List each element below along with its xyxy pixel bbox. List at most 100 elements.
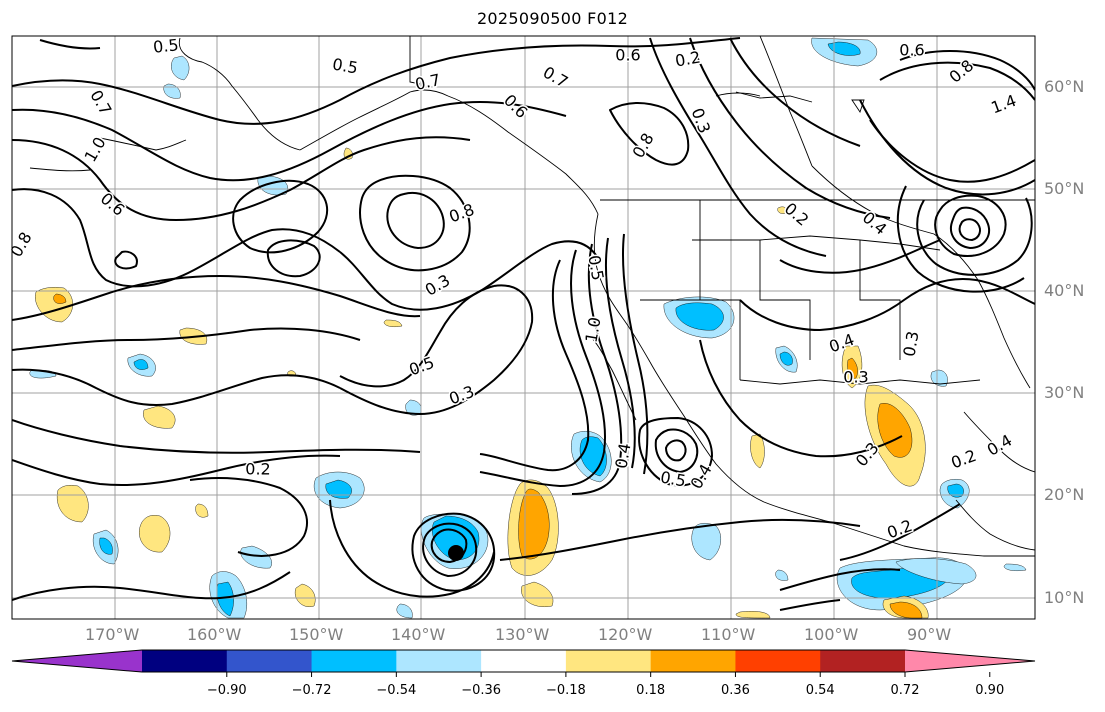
colorbar-segment xyxy=(820,650,906,672)
colorbar-tick-label: 0.90 xyxy=(975,683,1005,698)
contour-label: 0.3 xyxy=(899,330,922,358)
coastline-segment xyxy=(859,240,901,360)
colorbar-tick-label: 0.72 xyxy=(890,683,920,698)
contour-label: 0.3 xyxy=(422,271,454,300)
coastline-segment xyxy=(759,36,813,167)
coastline-segment xyxy=(933,233,1031,389)
coastline-segment xyxy=(649,361,831,523)
yellow-shade xyxy=(735,611,771,619)
coastline-segment xyxy=(589,335,637,421)
colorbar-tick-label: 0.54 xyxy=(805,683,835,698)
colorbar-tick-label: −0.18 xyxy=(545,683,586,698)
contour-line xyxy=(430,528,468,563)
yellow-shade xyxy=(294,583,316,607)
yellow-shade xyxy=(750,433,765,469)
orange-shade xyxy=(53,293,67,304)
contour-line xyxy=(665,439,687,462)
contour-label: 0.3 xyxy=(446,382,476,409)
colorbar-segment xyxy=(481,650,567,672)
colorbar xyxy=(11,649,1036,677)
colorbar-tick-label: −0.90 xyxy=(206,683,247,698)
colorbar-segment xyxy=(565,650,652,672)
contour-line xyxy=(779,599,841,611)
coastline-segment xyxy=(299,89,449,151)
contour-label: 0.4 xyxy=(611,442,634,470)
yellow-shade xyxy=(35,287,73,323)
contour-line xyxy=(12,327,361,351)
contour-line xyxy=(422,522,478,577)
coastline-segment xyxy=(955,499,1035,551)
colorbar-segment xyxy=(396,650,482,672)
contour-line xyxy=(189,477,308,557)
contour-line xyxy=(839,503,961,561)
blue-shade xyxy=(133,359,149,370)
storm-marker xyxy=(448,545,464,561)
light-blue-shade xyxy=(163,83,181,99)
contour-line xyxy=(699,339,903,458)
contour-line xyxy=(329,499,495,598)
contour-line xyxy=(266,239,321,278)
contour-label: 0.3 xyxy=(843,368,868,387)
blue-shade xyxy=(99,537,113,555)
longitude-label: 130°W xyxy=(495,625,550,644)
colorbar-segment xyxy=(735,650,821,672)
longitude-label: 90°W xyxy=(907,625,952,644)
contour-label: 0.5 xyxy=(152,35,179,57)
contour-line xyxy=(39,39,101,50)
contour-line xyxy=(411,512,496,592)
contour-lines xyxy=(12,37,1035,611)
light-blue-shade xyxy=(895,558,977,585)
latitude-label: 20°N xyxy=(1044,485,1085,504)
grid-lines xyxy=(12,36,1035,619)
light-blue-shade xyxy=(1003,563,1027,571)
contour-line xyxy=(479,249,607,487)
colorbar-extend-low xyxy=(12,650,142,672)
contour-line xyxy=(689,37,891,219)
contour-line xyxy=(729,37,861,147)
contour-line xyxy=(958,218,981,241)
longitude-label: 150°W xyxy=(289,625,344,644)
contour-line xyxy=(12,275,421,321)
contour-label: 1.0 xyxy=(581,316,604,344)
colorbar-segment xyxy=(226,650,313,672)
contour-line xyxy=(12,136,471,221)
contour-line xyxy=(779,239,941,274)
contour-line xyxy=(638,417,713,487)
contour-label: 1.4 xyxy=(988,91,1018,118)
latitude-label: 50°N xyxy=(1044,179,1085,198)
light-blue-shade xyxy=(691,523,721,561)
contour-line xyxy=(934,194,1007,257)
orange-shade xyxy=(518,488,550,560)
colorbar-outline xyxy=(11,649,1036,673)
contour-line xyxy=(604,237,636,469)
contour-label: 0.6 xyxy=(500,91,531,122)
orange-shade xyxy=(889,601,923,619)
coastline-segment xyxy=(829,521,1035,557)
coastline-segment xyxy=(99,137,187,151)
contour-line xyxy=(899,50,1035,91)
yellow-shade xyxy=(777,206,789,214)
coastline-segment xyxy=(593,213,651,363)
contour-line xyxy=(232,179,328,254)
contour-label: 0.4 xyxy=(984,431,1016,460)
contour-line xyxy=(859,99,1035,196)
coastline-segment xyxy=(699,200,741,380)
contour-line xyxy=(950,206,990,249)
light-blue-shade xyxy=(171,55,190,81)
contour-label: 0.5 xyxy=(659,467,687,490)
coastline-segment xyxy=(739,379,981,385)
colorbar-tick-label: 0.36 xyxy=(720,683,750,698)
blue-shade xyxy=(325,479,352,499)
contour-label: 0.5 xyxy=(406,353,436,380)
contour-line xyxy=(12,100,567,182)
contour-line xyxy=(339,240,599,311)
chart-title: 2025090500 F012 xyxy=(476,9,629,28)
colorbar-tick-label: −0.72 xyxy=(291,683,332,698)
coastline-segment xyxy=(811,165,935,235)
contour-label: 0.2 xyxy=(948,446,978,473)
contour-line xyxy=(739,278,1035,331)
colorbar-tick-label: 0.18 xyxy=(636,683,666,698)
contour-line xyxy=(12,419,421,454)
contour-line xyxy=(571,243,623,495)
contour-label: 0.6 xyxy=(615,46,640,65)
